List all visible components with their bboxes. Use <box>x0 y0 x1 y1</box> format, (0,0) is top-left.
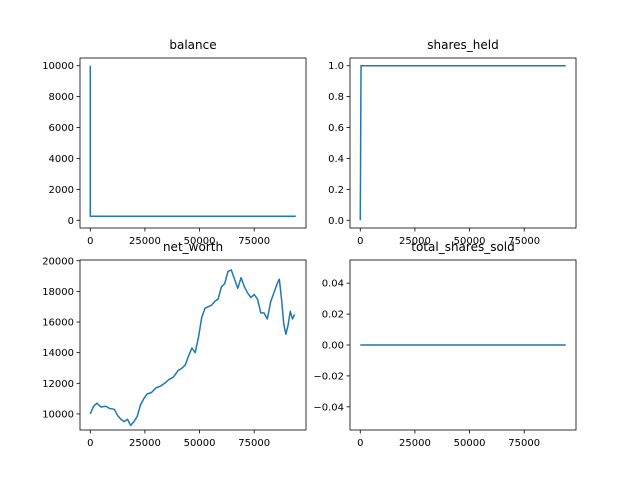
x-tick-label: 75000 <box>238 438 270 449</box>
y-tick-label: 0.4 <box>328 154 344 165</box>
y-tick-label: 16000 <box>42 318 74 329</box>
x-tick-label: 0 <box>87 438 93 449</box>
axes-frame <box>349 57 577 229</box>
subplot-total-shares-sold: 0 25000 50000 75000 −0.04 −0.02 0.00 0.02 0.04 to… <box>313 240 577 449</box>
y-tick-label: −0.02 <box>313 371 344 382</box>
y-tick-label: 0.6 <box>328 123 344 134</box>
y-tick-label: 0.04 <box>322 279 344 290</box>
x-tick-label: 75000 <box>508 438 540 449</box>
subplot-title: shares_held <box>427 38 498 52</box>
y-tick-label: 0.2 <box>328 185 344 196</box>
y-tick-label: 4000 <box>49 154 74 165</box>
y-tick-label: 10000 <box>42 61 74 72</box>
x-tick-label: 0 <box>357 236 363 247</box>
series-line-0 <box>89 65 296 217</box>
x-tick-label: 25000 <box>129 438 161 449</box>
axes-frame <box>79 259 307 431</box>
y-tick-label: 0 <box>68 216 74 227</box>
y-tick-label: 10000 <box>42 409 74 420</box>
y-tick-label: 0.00 <box>322 341 344 352</box>
y-tick-label: 0.0 <box>328 216 344 227</box>
y-tick-label: 1.0 <box>328 61 344 72</box>
subplot-title: net_worth <box>163 240 223 254</box>
x-tick-label: 50000 <box>454 236 486 247</box>
subplot-balance: 0 25000 50000 75000 0 2000 4000 6000 8000 10000 ba… <box>42 38 307 247</box>
x-tick-label: 75000 <box>238 236 270 247</box>
subplot-title: balance <box>169 38 216 52</box>
x-tick-label: 0 <box>87 236 93 247</box>
y-tick-label: 8000 <box>49 92 74 103</box>
x-tick-label: 25000 <box>399 438 431 449</box>
x-tick-label: 25000 <box>129 236 161 247</box>
y-tick-label: 0.8 <box>328 92 344 103</box>
x-tick-label: 25000 <box>399 236 431 247</box>
y-tick-label: 2000 <box>49 185 74 196</box>
y-tick-label: 12000 <box>42 379 74 390</box>
y-tick-label: 0.02 <box>322 310 344 321</box>
series-line-0 <box>89 269 296 427</box>
subplot-title: total_shares_sold <box>411 240 515 254</box>
y-tick-label: 14000 <box>42 348 74 359</box>
x-tick-label: 50000 <box>184 236 216 247</box>
y-tick-label: 6000 <box>49 123 74 134</box>
y-tick-label: 20000 <box>42 256 74 267</box>
series-line-0 <box>359 64 566 221</box>
y-tick-label: −0.04 <box>313 402 344 413</box>
x-tick-label: 50000 <box>184 438 216 449</box>
x-tick-label: 50000 <box>454 438 486 449</box>
subplot-shares-held: 0 25000 50000 75000 0.0 0.2 0.4 0.6 0.8 1.0 shares… <box>328 38 577 247</box>
axes-frame <box>79 57 307 229</box>
y-tick-label: 18000 <box>42 287 74 298</box>
subplot-net-worth: 0 25000 50000 75000 10000 12000 14000 16000 1800… <box>42 240 307 449</box>
x-tick-label: 75000 <box>508 236 540 247</box>
x-tick-label: 0 <box>357 438 363 449</box>
